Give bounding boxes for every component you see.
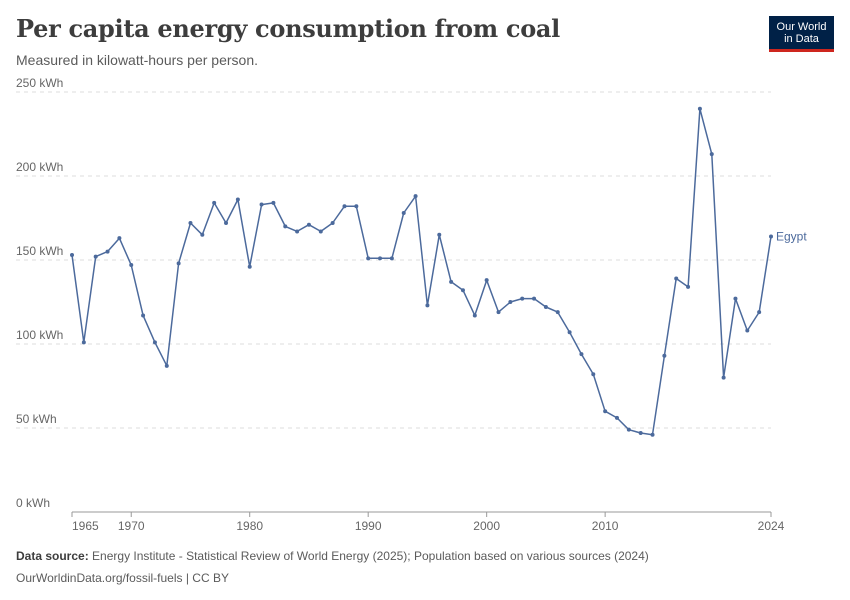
- data-point[interactable]: [508, 300, 513, 304]
- data-point[interactable]: [437, 232, 442, 237]
- data-point[interactable]: [164, 363, 169, 368]
- data-point[interactable]: [200, 232, 205, 237]
- data-point[interactable]: [235, 197, 240, 202]
- data-point[interactable]: [401, 210, 406, 215]
- data-point[interactable]: [425, 303, 430, 308]
- data-point[interactable]: [449, 279, 454, 284]
- data-point[interactable]: [176, 261, 181, 266]
- data-point[interactable]: [674, 276, 679, 281]
- data-point[interactable]: [224, 221, 229, 226]
- data-point[interactable]: [70, 252, 74, 257]
- data-point[interactable]: [366, 256, 371, 261]
- data-point[interactable]: [117, 236, 122, 241]
- data-point[interactable]: [141, 313, 146, 318]
- data-point[interactable]: [769, 234, 773, 239]
- data-point[interactable]: [662, 353, 667, 358]
- data-point[interactable]: [757, 310, 762, 315]
- x-tick-label: 2000: [473, 519, 500, 533]
- data-point[interactable]: [342, 204, 347, 209]
- data-point[interactable]: [354, 204, 359, 209]
- data-point[interactable]: [318, 229, 323, 234]
- data-point[interactable]: [152, 340, 157, 345]
- data-point[interactable]: [105, 249, 110, 254]
- data-point[interactable]: [603, 409, 608, 414]
- data-point[interactable]: [532, 296, 537, 301]
- data-point[interactable]: [378, 256, 383, 261]
- data-point[interactable]: [650, 432, 655, 437]
- data-source-note: Data source: Energy Institute - Statisti…: [16, 549, 649, 563]
- x-tick-label: 1990: [355, 519, 382, 533]
- data-point[interactable]: [93, 254, 98, 259]
- data-point[interactable]: [721, 375, 726, 380]
- data-point[interactable]: [389, 256, 394, 261]
- data-point[interactable]: [733, 296, 738, 301]
- x-tick-label: 1965: [72, 519, 99, 533]
- data-point[interactable]: [472, 313, 477, 318]
- data-point[interactable]: [295, 229, 300, 234]
- data-point[interactable]: [543, 305, 548, 310]
- x-tick-label: 2024: [758, 519, 785, 533]
- page-title: Per capita energy consumption from coal: [16, 14, 560, 43]
- series-layer: Egypt: [70, 106, 807, 437]
- data-source-text: Energy Institute - Statistical Review of…: [92, 549, 649, 563]
- data-point[interactable]: [555, 310, 560, 315]
- data-point[interactable]: [81, 340, 86, 345]
- logo-line-1: Our World: [776, 20, 827, 33]
- series-line-egypt: [71, 108, 772, 436]
- data-point[interactable]: [638, 431, 643, 436]
- data-point[interactable]: [579, 352, 584, 357]
- y-axis-ticks: 0 kWh 50 kWh 100 kWh 150 kWh 200 kWh 250 kWh: [16, 76, 63, 510]
- data-point[interactable]: [330, 221, 335, 226]
- x-tick-label: 1980: [236, 519, 263, 533]
- data-point[interactable]: [259, 202, 264, 207]
- data-point[interactable]: [709, 152, 714, 157]
- y-tick-label: 0 kWh: [16, 496, 50, 510]
- data-point[interactable]: [460, 288, 465, 293]
- data-point[interactable]: [567, 330, 572, 335]
- data-point[interactable]: [697, 106, 702, 111]
- data-source-label: Data source:: [16, 549, 89, 563]
- data-point[interactable]: [306, 222, 311, 227]
- data-point[interactable]: [188, 221, 193, 226]
- y-tick-label: 50 kWh: [16, 412, 57, 426]
- data-point[interactable]: [626, 427, 631, 432]
- y-tick-label: 100 kWh: [16, 328, 63, 342]
- grid-lines: [16, 91, 771, 429]
- y-tick-label: 150 kWh: [16, 244, 63, 258]
- data-point[interactable]: [271, 200, 276, 205]
- logo-line-2: in Data: [784, 32, 819, 45]
- y-tick-label: 200 kWh: [16, 160, 63, 174]
- series-label-egypt: Egypt: [776, 229, 807, 243]
- x-axis: 1965 1970 1980 1990 2000 2010 2024: [71, 511, 785, 533]
- data-point[interactable]: [614, 415, 619, 420]
- data-point[interactable]: [484, 278, 489, 283]
- x-tick-label: 2010: [592, 519, 619, 533]
- data-point[interactable]: [247, 264, 252, 269]
- y-tick-label: 250 kWh: [16, 76, 63, 90]
- data-point[interactable]: [212, 200, 217, 205]
- data-point[interactable]: [129, 263, 134, 268]
- owid-logo[interactable]: Our World in Data: [769, 16, 834, 52]
- data-point[interactable]: [496, 310, 501, 315]
- data-point[interactable]: [520, 296, 525, 301]
- data-point[interactable]: [591, 372, 596, 377]
- source-url[interactable]: OurWorldinData.org/fossil-fuels | CC BY: [16, 571, 229, 585]
- data-point[interactable]: [745, 328, 750, 333]
- data-point[interactable]: [283, 224, 288, 229]
- page-subtitle: Measured in kilowatt-hours per person.: [16, 52, 259, 68]
- data-point[interactable]: [686, 284, 691, 289]
- data-point[interactable]: [413, 194, 418, 199]
- x-tick-label: 1970: [118, 519, 145, 533]
